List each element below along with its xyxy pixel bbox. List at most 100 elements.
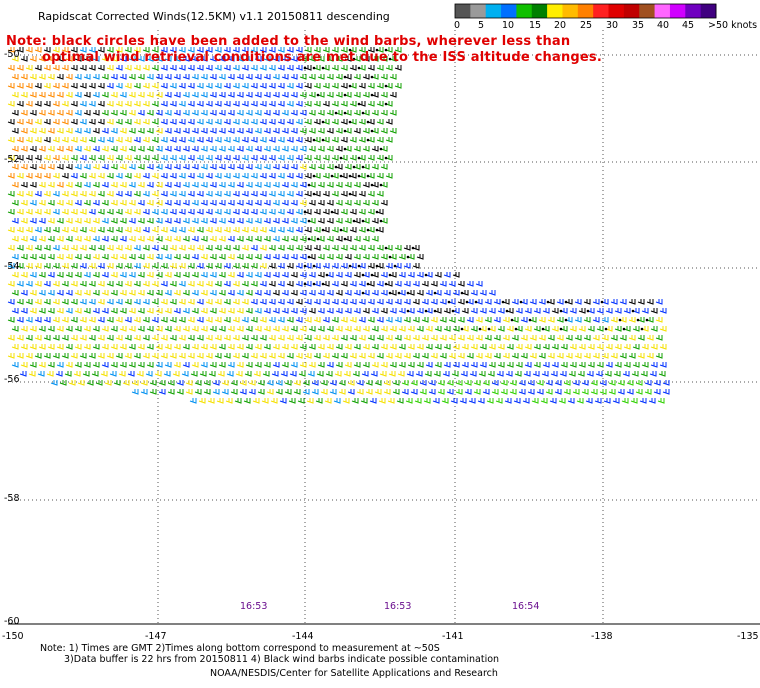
wind-barb xyxy=(160,65,168,71)
wind-barb xyxy=(43,137,51,143)
wind-barb xyxy=(200,236,208,242)
wind-barb xyxy=(43,155,51,161)
wind-barb xyxy=(290,290,298,296)
wind-barb xyxy=(191,308,199,314)
wind-barb xyxy=(164,326,172,332)
wind-barb xyxy=(95,380,103,386)
wind-barb xyxy=(295,119,303,125)
wind-barb xyxy=(146,236,154,242)
wind-barb xyxy=(569,344,577,350)
wind-barb xyxy=(7,65,15,71)
wind-barb xyxy=(542,362,550,368)
wind-barb xyxy=(119,308,127,314)
wind-barb xyxy=(79,299,87,305)
wind-barb xyxy=(43,335,51,341)
wind-barb xyxy=(349,191,357,197)
wind-barb xyxy=(218,308,226,314)
wind-barb xyxy=(65,236,73,242)
wind-barb xyxy=(245,308,253,314)
wind-barb xyxy=(191,272,199,278)
wind-barb xyxy=(128,74,136,80)
wind-barb xyxy=(74,218,82,224)
wind-barb xyxy=(200,362,208,368)
note-line-2: optimal wind retrieval conditions are me… xyxy=(42,50,603,65)
wind-barb xyxy=(358,47,366,53)
wind-barb xyxy=(565,353,573,359)
wind-barb xyxy=(254,326,262,332)
wind-barb xyxy=(34,209,42,215)
wind-barb xyxy=(191,362,199,368)
contamination-dot xyxy=(312,174,316,178)
wind-barb xyxy=(344,200,352,206)
wind-barb xyxy=(326,164,334,170)
wind-barb xyxy=(169,317,177,323)
wind-barb xyxy=(61,191,69,197)
wind-barb xyxy=(236,128,244,134)
wind-barb xyxy=(263,344,271,350)
contamination-dot xyxy=(316,237,320,241)
wind-barb xyxy=(83,344,91,350)
wind-barb xyxy=(394,263,402,269)
wind-barb xyxy=(574,335,582,341)
wind-barb xyxy=(628,353,636,359)
wind-barb xyxy=(245,254,253,260)
wind-barb xyxy=(191,218,199,224)
wind-barb xyxy=(151,335,159,341)
wind-barb xyxy=(358,191,366,197)
wind-barb xyxy=(581,380,589,386)
wind-barb xyxy=(110,110,118,116)
contamination-dot xyxy=(366,138,370,142)
wind-barb xyxy=(646,335,654,341)
wind-barb xyxy=(299,128,307,134)
wind-barb xyxy=(88,299,96,305)
contamination-dot xyxy=(361,165,365,169)
wind-barb xyxy=(307,371,315,377)
wind-barb xyxy=(70,353,78,359)
wind-barb xyxy=(268,299,276,305)
wind-barb xyxy=(25,119,33,125)
wind-barb xyxy=(491,389,499,395)
wind-barb xyxy=(200,110,208,116)
wind-barb xyxy=(268,155,276,161)
wind-barb xyxy=(259,299,267,305)
wind-barb xyxy=(441,398,449,404)
wind-barb xyxy=(362,218,370,224)
wind-barb xyxy=(34,83,42,89)
wind-barb xyxy=(110,200,118,206)
wind-barb xyxy=(599,389,607,395)
wind-barb xyxy=(88,155,96,161)
legend-swatch xyxy=(455,4,471,18)
wind-barb xyxy=(106,227,114,233)
wind-barb xyxy=(29,56,37,62)
wind-barb xyxy=(11,200,19,206)
contamination-dot xyxy=(424,309,428,313)
wind-barb xyxy=(281,308,289,314)
wind-barb xyxy=(268,137,276,143)
wind-barb xyxy=(70,101,78,107)
wind-barb xyxy=(218,236,226,242)
wind-barb xyxy=(124,353,132,359)
wind-barb xyxy=(110,326,118,332)
wind-barb xyxy=(250,263,258,269)
contamination-dot xyxy=(411,246,415,250)
wind-barb xyxy=(218,128,226,134)
wind-barb xyxy=(56,362,64,368)
wind-barb xyxy=(290,362,298,368)
wind-barb xyxy=(83,146,91,152)
wind-barb xyxy=(97,263,105,269)
wind-barb xyxy=(587,326,595,332)
wind-barb xyxy=(385,299,393,305)
wind-barb xyxy=(52,191,60,197)
contamination-dot xyxy=(541,327,545,331)
wind-barb xyxy=(428,380,436,386)
wind-barb xyxy=(38,344,46,350)
wind-barb xyxy=(448,353,456,359)
wind-barb xyxy=(25,263,33,269)
wind-barb xyxy=(101,92,109,98)
wind-barb xyxy=(272,290,280,296)
wind-barb xyxy=(196,227,204,233)
wind-barb xyxy=(127,371,135,377)
wind-barb xyxy=(214,209,222,215)
wind-barb xyxy=(272,326,280,332)
wind-barb xyxy=(101,326,109,332)
